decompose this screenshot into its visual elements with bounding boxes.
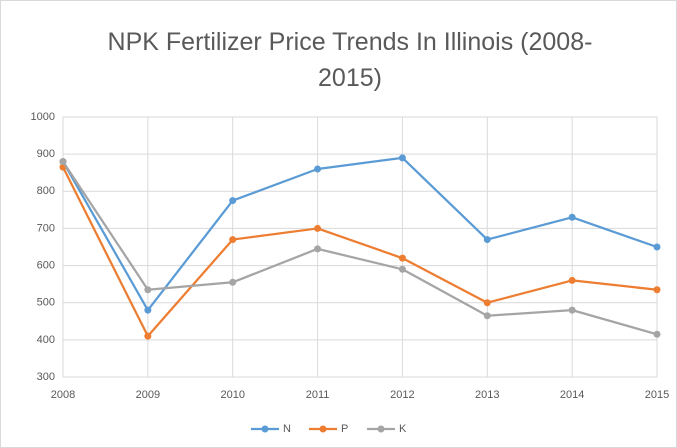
x-tick-label: 2012	[390, 389, 414, 401]
data-point	[229, 197, 237, 205]
data-point	[144, 332, 152, 340]
series-line	[61, 166, 658, 338]
series-line	[62, 160, 658, 336]
legend-label: N	[283, 423, 291, 435]
data-point	[568, 213, 576, 221]
legend-marker	[377, 425, 385, 433]
data-point	[398, 254, 406, 262]
data-point	[568, 306, 576, 314]
data-point	[229, 236, 237, 244]
x-tick-label: 2013	[475, 389, 499, 401]
x-tick-label: 2014	[560, 389, 584, 401]
data-point	[653, 330, 661, 338]
data-point	[314, 165, 322, 173]
y-tick-label: 300	[37, 371, 55, 383]
data-point	[653, 243, 661, 251]
y-tick-label: 800	[37, 185, 55, 197]
data-point	[59, 158, 67, 166]
data-point	[483, 236, 491, 244]
data-point	[653, 286, 661, 294]
legend-marker	[319, 425, 327, 433]
data-point	[568, 276, 576, 284]
data-point	[144, 286, 152, 294]
y-tick-label: 500	[37, 297, 55, 309]
legend-label: P	[341, 423, 348, 435]
y-tick-label: 400	[37, 334, 55, 346]
data-point	[314, 224, 322, 232]
x-tick-label: 2008	[51, 389, 75, 401]
data-point	[314, 245, 322, 253]
series-line	[62, 156, 658, 312]
x-tick-label: 2015	[645, 389, 669, 401]
data-point	[144, 306, 152, 314]
data-point	[483, 312, 491, 320]
data-point	[398, 154, 406, 162]
legend-label: K	[399, 423, 407, 435]
x-tick-label: 2010	[220, 389, 244, 401]
data-point	[398, 265, 406, 273]
y-tick-label: 900	[37, 148, 55, 160]
x-tick-label: 2009	[136, 389, 160, 401]
y-tick-label: 1000	[31, 111, 55, 123]
y-tick-label: 600	[37, 259, 55, 271]
chart-title: NPK Fertilizer Price Trends In Illinois …	[107, 28, 593, 92]
data-point	[483, 299, 491, 307]
data-point	[229, 278, 237, 286]
x-tick-label: 2011	[306, 389, 330, 401]
legend-marker	[261, 425, 269, 433]
y-tick-label: 700	[37, 222, 55, 234]
